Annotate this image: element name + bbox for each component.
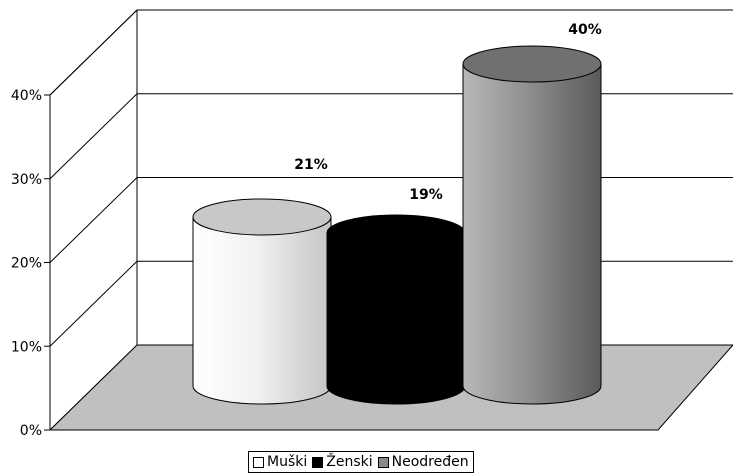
gridline-side bbox=[49, 260, 138, 347]
legend-item: Ženski bbox=[312, 454, 373, 470]
legend: Muški Ženski Neodređen bbox=[248, 451, 474, 473]
bar-top bbox=[192, 198, 332, 236]
data-labels: 21% 19% 40% bbox=[294, 22, 602, 203]
legend-swatch bbox=[312, 456, 324, 468]
y-tick-label: 40% bbox=[11, 88, 42, 104]
gridline-side bbox=[49, 177, 138, 263]
legend-item: Muški bbox=[253, 454, 307, 470]
bar-top bbox=[462, 45, 602, 83]
bar-body bbox=[192, 216, 332, 405]
y-tick-label: 30% bbox=[11, 172, 42, 188]
legend-label: Ženski bbox=[326, 454, 373, 470]
legend-item: Neodređen bbox=[377, 454, 469, 470]
y-tick-label: 10% bbox=[11, 339, 42, 355]
gridline-side bbox=[49, 93, 138, 180]
y-tick-label: 0% bbox=[20, 423, 42, 439]
y-tick-label: 20% bbox=[11, 256, 42, 272]
bars bbox=[192, 45, 602, 405]
data-label: 19% bbox=[409, 187, 443, 203]
bar-body bbox=[462, 63, 602, 405]
data-label: 40% bbox=[568, 22, 602, 38]
bar bbox=[462, 45, 602, 405]
bar bbox=[192, 198, 332, 405]
legend-label: Neodređen bbox=[391, 454, 469, 470]
legend-swatch bbox=[377, 456, 389, 468]
gridline-side bbox=[49, 9, 138, 96]
data-label: 21% bbox=[294, 157, 328, 173]
bar-top bbox=[326, 214, 466, 252]
legend-label: Muški bbox=[267, 454, 308, 470]
y-axis-ticks: 0% 10% 20% 30% 40% bbox=[11, 88, 50, 439]
bar bbox=[326, 214, 466, 405]
legend-swatch bbox=[253, 456, 264, 468]
bar-body bbox=[326, 232, 466, 405]
